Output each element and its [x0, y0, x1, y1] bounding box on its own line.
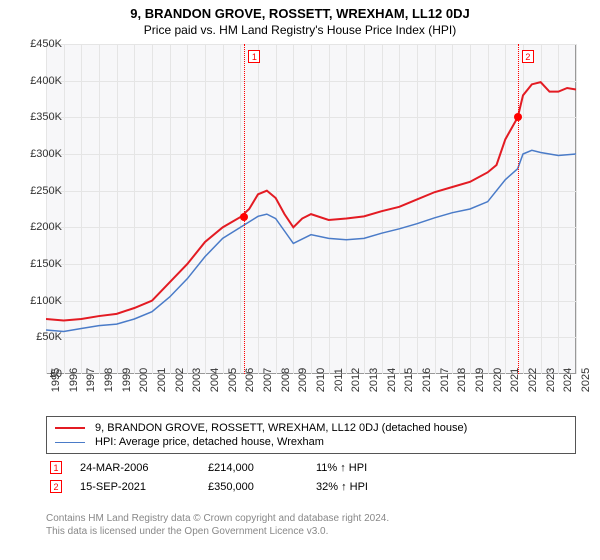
y-tick-label: £350K	[30, 111, 62, 123]
legend-swatch-property	[55, 427, 85, 429]
marker-badge: 1	[248, 50, 260, 63]
x-tick-label: 2006	[244, 368, 256, 392]
x-tick-label: 2005	[227, 368, 239, 392]
x-tick-label: 2003	[191, 368, 203, 392]
x-tick-label: 2004	[209, 368, 221, 392]
y-tick-label: £100K	[30, 295, 62, 307]
chart-area: 12	[46, 44, 576, 374]
x-tick-label: 2008	[280, 368, 292, 392]
transaction-date: 24-MAR-2006	[80, 462, 190, 474]
x-tick-label: 2017	[439, 368, 451, 392]
x-tick-label: 1996	[68, 368, 80, 392]
x-tick-label: 2015	[403, 368, 415, 392]
legend-label-property: 9, BRANDON GROVE, ROSSETT, WREXHAM, LL12…	[95, 422, 467, 434]
transaction-row: 1 24-MAR-2006 £214,000 11% ↑ HPI	[46, 458, 576, 477]
x-tick-label: 1995	[50, 368, 62, 392]
x-tick-label: 2007	[262, 368, 274, 392]
x-tick-label: 1999	[121, 368, 133, 392]
marker-vline	[518, 44, 519, 374]
y-tick-label: £50K	[36, 331, 62, 343]
transaction-price: £350,000	[208, 481, 298, 493]
x-tick-label: 2020	[492, 368, 504, 392]
y-tick-label: £200K	[30, 221, 62, 233]
transactions-list: 1 24-MAR-2006 £214,000 11% ↑ HPI 2 15-SE…	[46, 458, 576, 496]
x-tick-label: 2012	[350, 368, 362, 392]
marker-badge: 2	[522, 50, 534, 63]
transaction-date: 15-SEP-2021	[80, 481, 190, 493]
x-tick-label: 2024	[562, 368, 574, 392]
y-tick-label: £150K	[30, 258, 62, 270]
legend-box: 9, BRANDON GROVE, ROSSETT, WREXHAM, LL12…	[46, 416, 576, 454]
title-subtitle: Price paid vs. HM Land Registry's House …	[0, 23, 600, 37]
x-tick-label: 2011	[333, 368, 345, 392]
x-tick-label: 2021	[509, 368, 521, 392]
footer-line1: Contains HM Land Registry data © Crown c…	[46, 512, 576, 525]
x-tick-label: 2001	[156, 368, 168, 392]
y-tick-label: £250K	[30, 185, 62, 197]
transaction-price: £214,000	[208, 462, 298, 474]
x-tick-label: 2002	[174, 368, 186, 392]
x-tick-label: 2025	[580, 368, 592, 392]
x-tick-label: 2019	[474, 368, 486, 392]
marker-dot	[514, 113, 522, 121]
x-tick-label: 2016	[421, 368, 433, 392]
x-tick-label: 1997	[85, 368, 97, 392]
x-tick-label: 2010	[315, 368, 327, 392]
transaction-row: 2 15-SEP-2021 £350,000 32% ↑ HPI	[46, 477, 576, 496]
x-tick-label: 2023	[545, 368, 557, 392]
x-tick-label: 2022	[527, 368, 539, 392]
transaction-badge: 2	[50, 480, 62, 493]
y-tick-label: £450K	[30, 38, 62, 50]
marker-dot	[240, 213, 248, 221]
x-tick-label: 2000	[138, 368, 150, 392]
transaction-pct: 11% ↑ HPI	[316, 462, 367, 474]
legend-item-property: 9, BRANDON GROVE, ROSSETT, WREXHAM, LL12…	[55, 421, 567, 435]
footer-attribution: Contains HM Land Registry data © Crown c…	[46, 512, 576, 538]
x-tick-label: 2014	[386, 368, 398, 392]
x-tick-label: 2013	[368, 368, 380, 392]
x-tick-label: 2018	[456, 368, 468, 392]
chart-title-block: 9, BRANDON GROVE, ROSSETT, WREXHAM, LL12…	[0, 0, 600, 37]
title-address: 9, BRANDON GROVE, ROSSETT, WREXHAM, LL12…	[0, 6, 600, 21]
x-tick-label: 2009	[297, 368, 309, 392]
x-tick-label: 1998	[103, 368, 115, 392]
legend-label-hpi: HPI: Average price, detached house, Wrex…	[95, 436, 324, 448]
y-tick-label: £300K	[30, 148, 62, 160]
legend-swatch-hpi	[55, 442, 85, 443]
marker-vline	[244, 44, 245, 374]
legend-item-hpi: HPI: Average price, detached house, Wrex…	[55, 435, 567, 449]
transaction-pct: 32% ↑ HPI	[316, 481, 368, 493]
transaction-badge: 1	[50, 461, 62, 474]
footer-line2: This data is licensed under the Open Gov…	[46, 525, 576, 538]
y-tick-label: £400K	[30, 75, 62, 87]
